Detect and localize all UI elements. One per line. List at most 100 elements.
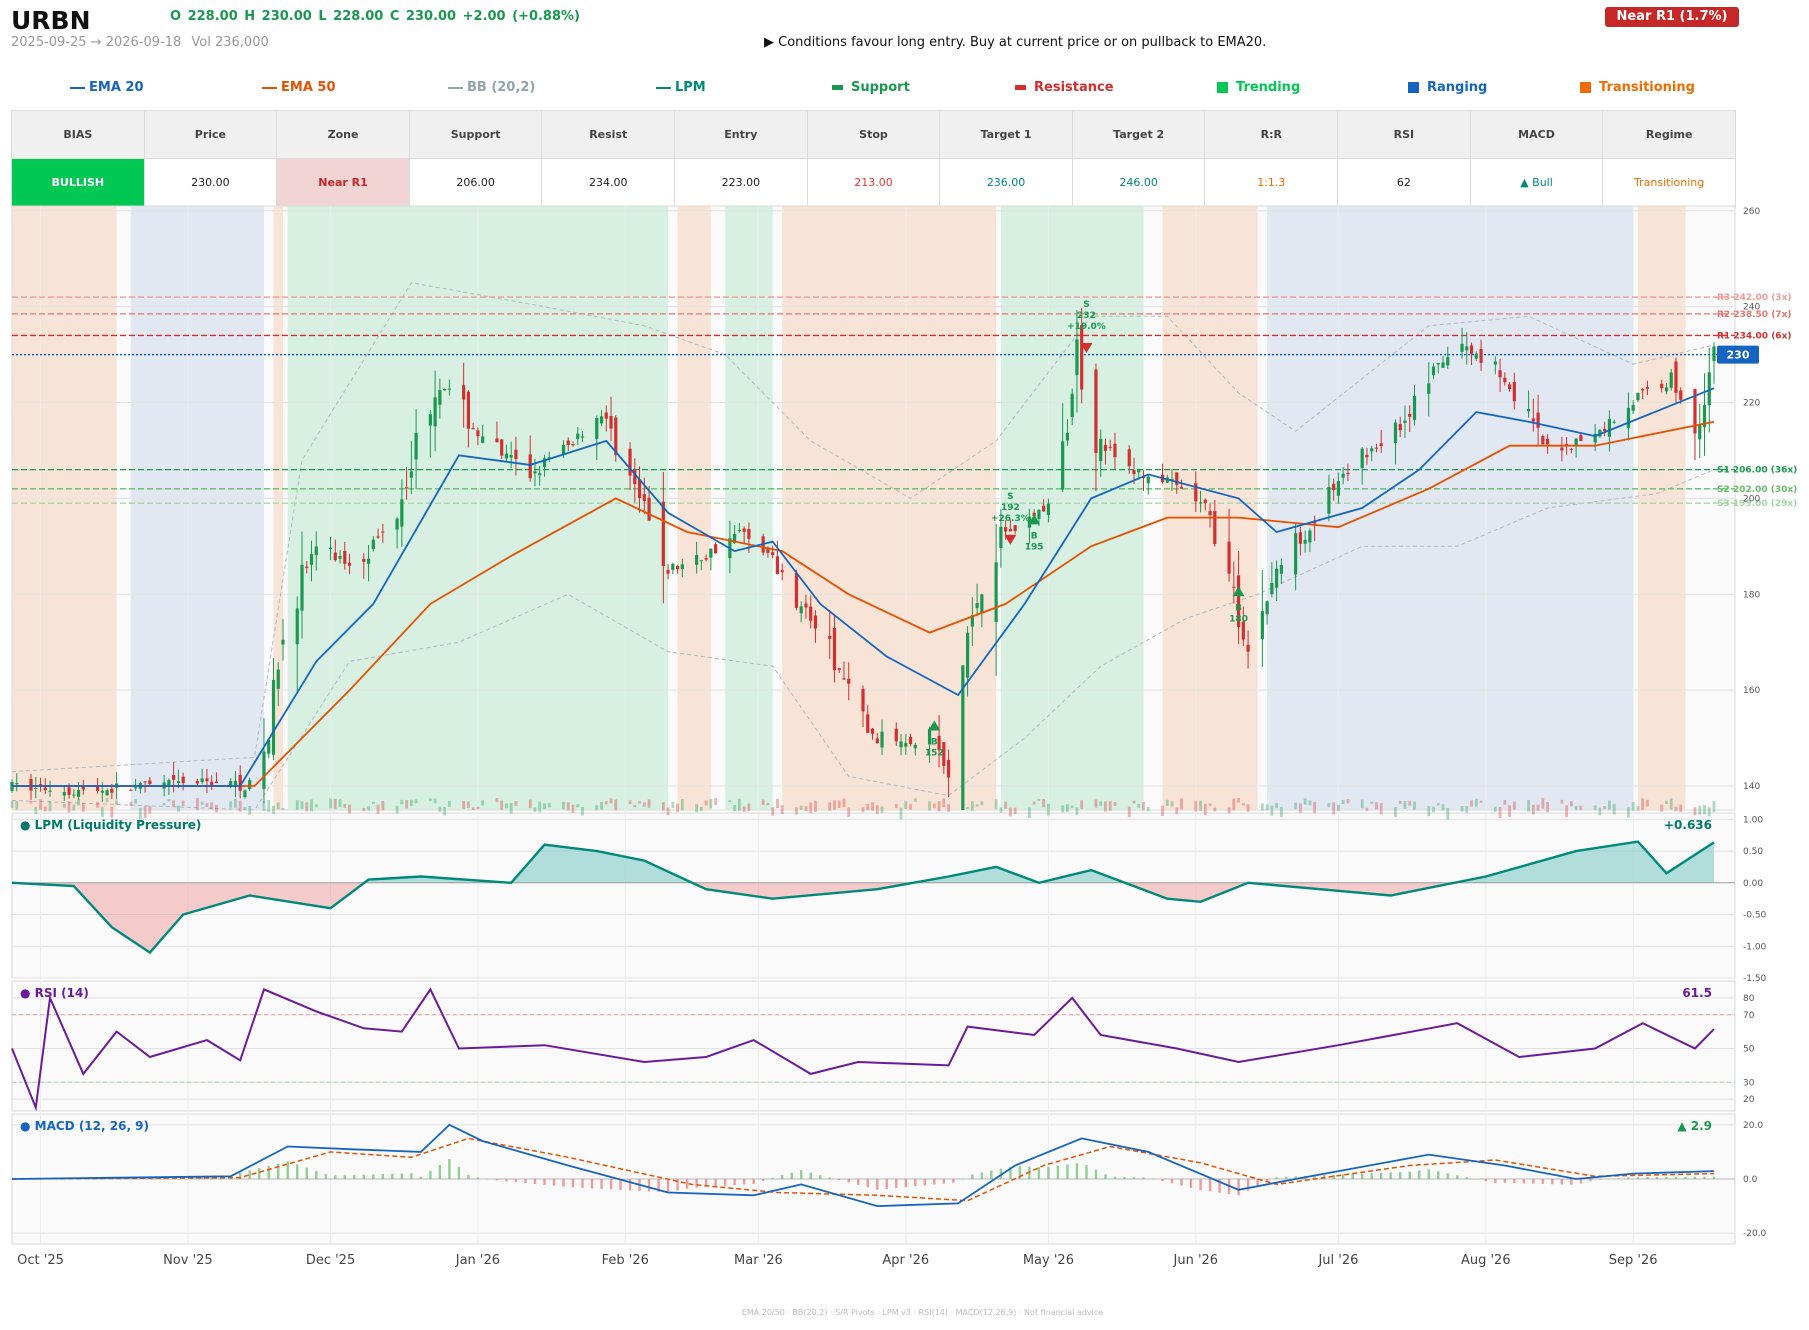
level-label: S3 199.00 (29x) bbox=[1717, 499, 1797, 509]
macd-histogram-bar bbox=[1170, 1179, 1174, 1184]
summary-value-resist: 234.00 bbox=[541, 158, 676, 207]
candle-body bbox=[181, 776, 185, 784]
volume-bar bbox=[728, 800, 732, 803]
macd-histogram-bar bbox=[742, 1179, 746, 1185]
candle-body bbox=[438, 390, 442, 405]
volume-bar bbox=[1080, 800, 1084, 809]
sell-signal-marker bbox=[1080, 343, 1093, 354]
volume-bar bbox=[362, 807, 366, 812]
summary-header-stop: Stop bbox=[806, 110, 941, 159]
volume-bar bbox=[438, 806, 442, 812]
candle-body bbox=[1336, 481, 1341, 496]
volume-bar bbox=[1360, 799, 1364, 809]
candle-body bbox=[309, 554, 314, 565]
volume-bar bbox=[409, 799, 413, 807]
candle-body bbox=[1270, 583, 1274, 595]
macd-histogram-bar bbox=[1532, 1179, 1535, 1184]
candle-body bbox=[1645, 387, 1650, 389]
macd-histogram-bar bbox=[1665, 1176, 1668, 1179]
candle-body bbox=[305, 566, 309, 568]
candle-body bbox=[1137, 470, 1141, 473]
x-tick-label: Dec '25 bbox=[306, 1253, 355, 1268]
rsi-line bbox=[11, 987, 1715, 1112]
candle-body bbox=[409, 471, 413, 478]
volume-bar bbox=[471, 807, 475, 811]
volume-bar bbox=[243, 807, 247, 810]
candle-body bbox=[666, 569, 670, 574]
volume-bar bbox=[1298, 803, 1302, 813]
candle-body bbox=[1436, 362, 1440, 365]
volume-bar bbox=[1265, 804, 1269, 811]
candle-body bbox=[1232, 586, 1236, 588]
candle-body bbox=[1208, 511, 1212, 516]
summary-header-bias: BIAS bbox=[11, 110, 145, 159]
candle-body bbox=[1569, 448, 1573, 450]
volume-bar bbox=[400, 799, 404, 805]
macd-histogram-bar bbox=[324, 1173, 327, 1179]
volume-bar bbox=[528, 799, 532, 809]
macd-histogram-bar bbox=[1465, 1177, 1468, 1179]
volume-bar bbox=[443, 807, 447, 816]
candle-body bbox=[576, 433, 580, 439]
macd-histogram-bar bbox=[714, 1179, 717, 1187]
volume-bar bbox=[647, 799, 651, 808]
candle-body bbox=[1298, 532, 1302, 544]
macd-histogram-bar bbox=[1541, 1179, 1545, 1184]
candle-body bbox=[1631, 404, 1635, 411]
macd-histogram-bar bbox=[790, 1172, 793, 1179]
legend-item-ema-20: EMA 20 bbox=[70, 80, 144, 95]
volume-bar bbox=[500, 800, 504, 810]
candle-body bbox=[870, 728, 875, 734]
macd-histogram-bar bbox=[876, 1179, 879, 1190]
macd-histogram-bar bbox=[1570, 1179, 1573, 1185]
candle-body bbox=[1479, 348, 1483, 363]
volume-bar bbox=[1303, 798, 1307, 805]
volume-bar bbox=[1137, 803, 1141, 808]
candle-body bbox=[447, 388, 451, 390]
candle-body bbox=[314, 546, 318, 556]
macd-histogram-bar bbox=[828, 1177, 831, 1179]
candle-body bbox=[1674, 361, 1678, 393]
candle-body bbox=[400, 499, 404, 527]
legend-label: LPM bbox=[675, 80, 706, 95]
macd-histogram-bar bbox=[1123, 1177, 1126, 1179]
candle-body bbox=[780, 570, 784, 573]
volume-bar bbox=[1703, 805, 1706, 815]
x-tick-label: Aug '26 bbox=[1461, 1253, 1511, 1268]
candle-body bbox=[533, 471, 537, 474]
level-label: S2 202.00 (30x) bbox=[1717, 485, 1797, 495]
candle-body bbox=[1194, 483, 1198, 502]
volume-bar bbox=[272, 805, 275, 814]
volume-bar bbox=[433, 798, 437, 804]
candle-body bbox=[504, 453, 509, 459]
volume-bar bbox=[1341, 800, 1345, 804]
macd-histogram-bar bbox=[1494, 1179, 1497, 1184]
legend-item-support: Support bbox=[832, 80, 910, 95]
volume-bar bbox=[1641, 798, 1645, 810]
volume-bar bbox=[1132, 800, 1136, 804]
candle-body bbox=[999, 526, 1003, 549]
candle-body bbox=[813, 615, 818, 629]
summary-value-row: BULLISH 230.00 Near R1 206.00 234.00 223.00 21… bbox=[11, 158, 1736, 207]
candle-body bbox=[771, 552, 775, 556]
candle-body bbox=[1626, 407, 1631, 429]
volume-bar bbox=[1546, 802, 1550, 813]
legend-item-ranging: Ranging bbox=[1408, 80, 1487, 95]
volume-bar bbox=[1199, 800, 1202, 811]
macd-histogram-bar bbox=[933, 1179, 936, 1185]
volume-bar bbox=[761, 799, 765, 805]
candle-body bbox=[1203, 499, 1207, 503]
candle-body bbox=[1004, 527, 1008, 532]
y-tick-label: 20 bbox=[1743, 1095, 1755, 1105]
candle-body bbox=[561, 444, 566, 455]
candle-body bbox=[1146, 476, 1150, 484]
volume-bar bbox=[609, 798, 613, 804]
macd-histogram-bar bbox=[914, 1179, 917, 1187]
volume-bar bbox=[638, 801, 641, 804]
signal-label: 232 bbox=[1077, 311, 1096, 321]
x-tick-label: Sep '26 bbox=[1609, 1253, 1658, 1268]
candle-body bbox=[1427, 383, 1431, 394]
volume-bar bbox=[543, 803, 546, 810]
candle-body bbox=[29, 778, 33, 791]
candle-body bbox=[1294, 533, 1298, 575]
